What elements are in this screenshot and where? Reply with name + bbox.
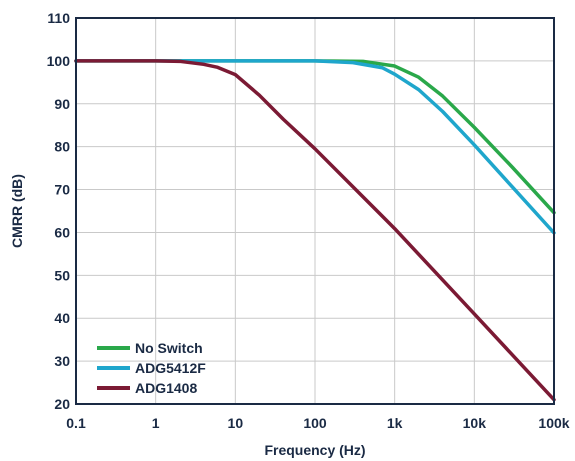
x-tick-label: 0.1 bbox=[66, 415, 86, 431]
y-tick-label: 60 bbox=[54, 224, 70, 240]
y-tick-labels: 20 30 40 50 60 70 80 90 100 110 bbox=[47, 10, 71, 412]
legend: No Switch ADG5412F ADG1408 bbox=[97, 340, 206, 396]
y-tick-label: 40 bbox=[54, 310, 70, 326]
y-tick-label: 100 bbox=[47, 53, 71, 69]
x-tick-label: 100 bbox=[303, 415, 327, 431]
legend-label: No Switch bbox=[135, 340, 203, 356]
legend-label: ADG1408 bbox=[135, 380, 197, 396]
y-tick-label: 110 bbox=[47, 10, 70, 26]
x-tick-label: 1 bbox=[152, 415, 160, 431]
series-lines bbox=[74, 59, 556, 402]
x-tick-label: 10k bbox=[463, 415, 487, 431]
y-axis-label: CMRR (dB) bbox=[9, 174, 25, 248]
x-tick-labels: 0.1 1 10 100 1k 10k 100k bbox=[66, 415, 570, 431]
y-tick-label: 90 bbox=[54, 96, 70, 112]
y-tick-label: 30 bbox=[54, 353, 70, 369]
x-tick-label: 10 bbox=[228, 415, 244, 431]
series-line-adg1408 bbox=[74, 59, 556, 402]
x-tick-label: 1k bbox=[387, 415, 403, 431]
y-tick-label: 20 bbox=[54, 396, 70, 412]
plot-frame bbox=[75, 17, 555, 405]
y-tick-label: 50 bbox=[54, 267, 70, 283]
x-tick-label: 100k bbox=[538, 415, 569, 431]
y-tick-label: 70 bbox=[54, 182, 70, 198]
y-tick-label: 80 bbox=[54, 139, 70, 155]
series-line-adg5412f bbox=[74, 59, 556, 235]
legend-label: ADG5412F bbox=[135, 360, 206, 376]
x-axis-label: Frequency (Hz) bbox=[264, 442, 365, 458]
